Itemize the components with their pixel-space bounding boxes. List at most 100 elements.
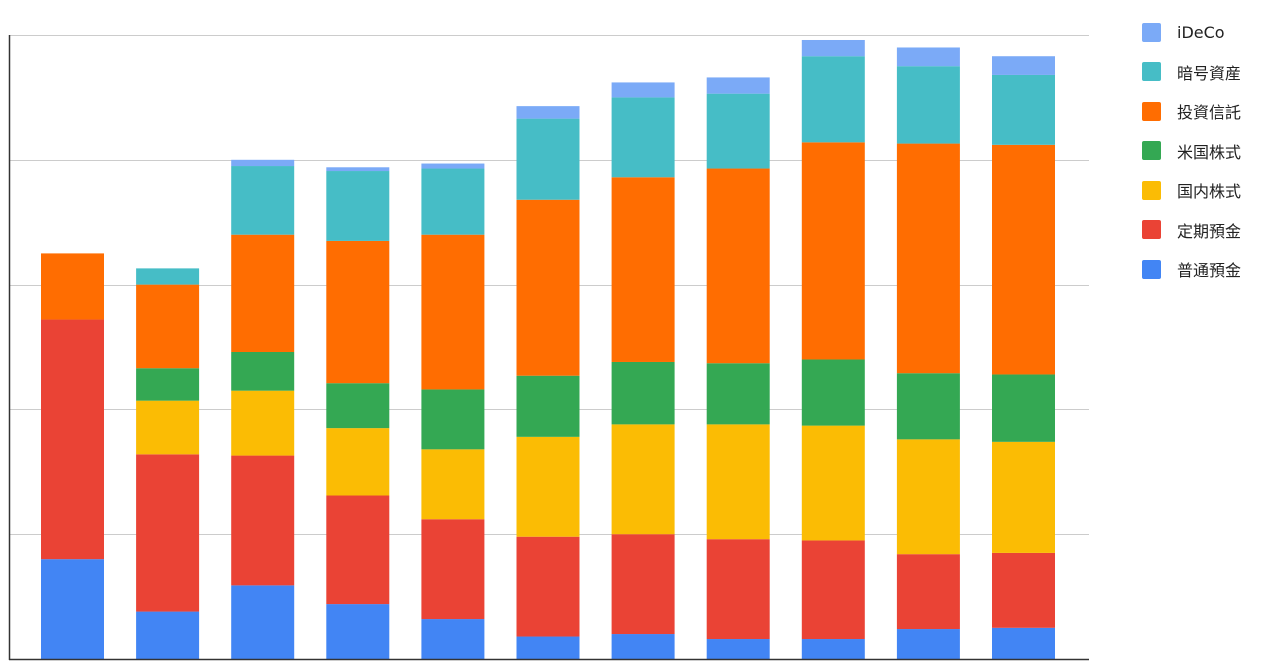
bar-segment-11-series-6[interactable] [992,56,1055,75]
bar-segment-8-series-0[interactable] [706,639,770,659]
bar-stack-5 [421,163,485,659]
bar-stack-8 [706,77,770,659]
bar-segment-2-series-4[interactable] [136,284,200,369]
bar-segment-10-series-5[interactable] [896,66,960,144]
bar-segment-8-series-6[interactable] [706,77,770,94]
bar-segment-8-series-1[interactable] [706,539,770,640]
bar-segment-7-series-2[interactable] [611,424,675,535]
bar-segment-5-series-0[interactable] [421,619,485,659]
bar-segment-11-series-4[interactable] [992,144,1055,375]
bar-segment-7-series-6[interactable] [611,82,675,98]
legend-swatch-crypto [1142,62,1161,81]
legend-item-domestic-stocks[interactable]: 国内株式 [1142,180,1277,201]
bar-segment-6-series-4[interactable] [516,199,580,376]
bar-segment-2-series-1[interactable] [136,454,200,612]
bar-segment-4-series-3[interactable] [326,383,390,429]
stacked-bar-chart [8,35,1089,661]
bar-segment-3-series-1[interactable] [231,455,295,586]
bar-segment-4-series-5[interactable] [326,171,390,241]
bar-segment-8-series-5[interactable] [706,93,770,169]
bar-stack-10 [896,47,960,659]
bar-segment-6-series-0[interactable] [516,636,580,659]
bar-segment-11-series-1[interactable] [992,552,1055,628]
bar-segment-8-series-2[interactable] [706,424,770,540]
bar-segment-9-series-2[interactable] [801,425,865,541]
legend-item-crypto[interactable]: 暗号資産 [1142,62,1277,83]
bar-segment-6-series-5[interactable] [516,118,580,200]
bar-segment-9-series-6[interactable] [801,39,865,57]
bar-segment-9-series-0[interactable] [801,639,865,659]
legend-item-time-deposit[interactable]: 定期預金 [1142,220,1277,241]
bar-segment-6-series-2[interactable] [516,436,580,537]
bar-segment-6-series-3[interactable] [516,375,580,437]
bar-segment-8-series-3[interactable] [706,363,770,425]
bar-segment-5-series-4[interactable] [421,234,485,390]
bar-segment-4-series-4[interactable] [326,240,390,384]
bar-segment-3-series-3[interactable] [231,351,295,391]
bar-segment-6-series-6[interactable] [516,106,580,119]
bar-segment-3-series-2[interactable] [231,390,295,456]
bar-segment-4-series-6[interactable] [326,167,390,172]
legend-item-savings-deposit[interactable]: 普通預金 [1142,259,1277,280]
bar-segment-10-series-4[interactable] [896,143,960,374]
legend-swatch-savings-deposit [1142,259,1161,279]
bar-segment-3-series-4[interactable] [231,234,295,352]
bar-segment-9-series-3[interactable] [801,359,865,426]
bar-segment-7-series-3[interactable] [611,361,675,425]
bar-segment-2-series-2[interactable] [136,400,200,455]
bar-segment-10-series-0[interactable] [896,629,960,659]
bar-segment-5-series-5[interactable] [421,168,485,235]
bar-segment-3-series-0[interactable] [231,585,295,659]
bar-segment-9-series-1[interactable] [801,540,865,640]
legend-label-mutual-funds: 投資信託 [1177,103,1242,122]
bar-segment-10-series-2[interactable] [896,439,960,555]
legend-item-mutual-funds[interactable]: 投資信託 [1142,101,1277,122]
bar-segment-5-series-1[interactable] [421,519,485,620]
bar-segment-5-series-6[interactable] [421,163,485,169]
bar-segment-9-series-5[interactable] [801,56,865,143]
bar-stack-6 [516,106,580,659]
legend-item-us-stocks[interactable]: 米国株式 [1142,141,1277,162]
legend: iDeCo 暗号資産 投資信託 米国株式 国内株式 定期預金 普通預金 [1142,22,1277,299]
legend-item-ideco[interactable]: iDeCo [1142,22,1277,42]
legend-label-savings-deposit: 普通預金 [1177,261,1242,280]
bar-segment-11-series-5[interactable] [992,74,1055,145]
bar-stack-9 [801,39,865,659]
legend-swatch-mutual-funds [1142,101,1161,121]
bar-segment-7-series-4[interactable] [611,177,675,362]
bar-segment-3-series-6[interactable] [231,159,295,167]
bar-segment-7-series-1[interactable] [611,534,675,635]
bar-segment-2-series-0[interactable] [136,611,200,659]
bar-segment-8-series-4[interactable] [706,168,770,364]
bar-stack-11 [992,56,1055,659]
bar-segment-7-series-5[interactable] [611,97,675,178]
bar-segment-1-series-1[interactable] [41,319,104,560]
bar-segment-2-series-5[interactable] [136,268,200,285]
bar-segment-6-series-1[interactable] [516,536,580,637]
bar-segment-4-series-1[interactable] [326,495,390,605]
bar-segment-11-series-0[interactable] [992,627,1055,659]
bar-segment-5-series-3[interactable] [421,389,485,450]
legend-label-domestic-stocks: 国内株式 [1177,182,1242,201]
bar-segment-11-series-2[interactable] [992,441,1055,553]
bar-segment-4-series-2[interactable] [326,428,390,496]
bar-segment-9-series-4[interactable] [801,142,865,360]
legend-swatch-us-stocks [1142,141,1161,160]
legend-label-time-deposit: 定期預金 [1177,221,1242,241]
bar-segment-7-series-0[interactable] [611,634,675,659]
bar-segment-2-series-3[interactable] [136,368,200,401]
legend-label-crypto: 暗号資産 [1177,63,1242,83]
bar-segment-4-series-0[interactable] [326,604,390,659]
bar-segment-10-series-3[interactable] [896,373,960,440]
bar-stack-3 [231,159,295,659]
bar-segment-11-series-3[interactable] [992,374,1055,442]
bar-segment-10-series-6[interactable] [896,47,960,67]
legend-swatch-time-deposit [1142,220,1161,239]
legend-swatch-ideco [1142,22,1161,42]
bar-segment-1-series-4[interactable] [41,253,104,320]
bar-segment-1-series-0[interactable] [41,559,104,659]
bar-segment-10-series-1[interactable] [896,554,960,630]
axes [8,35,1089,661]
bar-segment-5-series-2[interactable] [421,449,485,520]
bar-segment-3-series-5[interactable] [231,166,295,235]
